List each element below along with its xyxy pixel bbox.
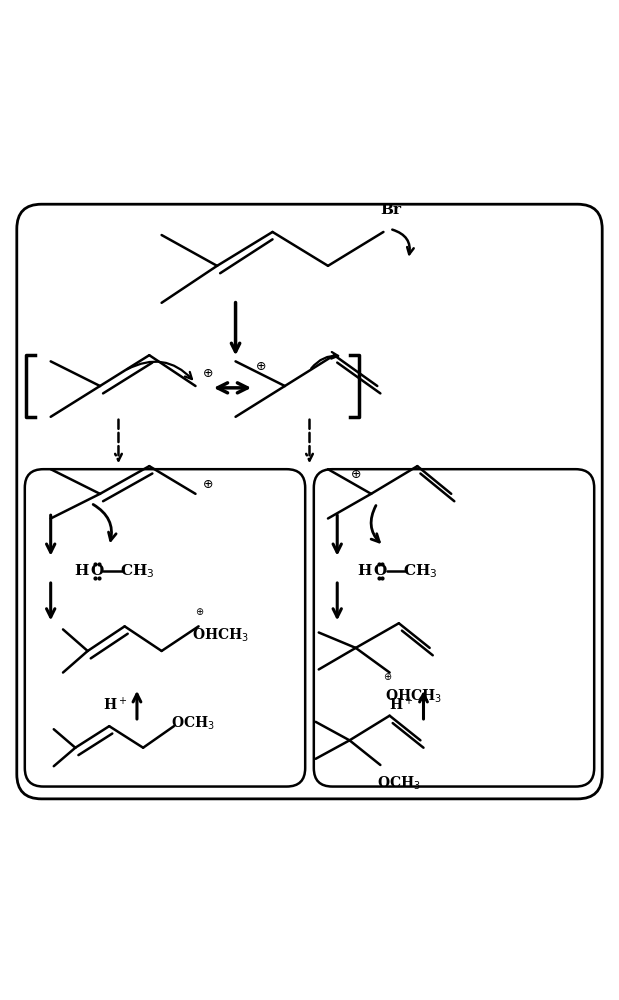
Text: CH$_3$: CH$_3$ — [403, 562, 438, 580]
Text: $\oplus$: $\oplus$ — [202, 367, 213, 380]
Text: H$^+$: H$^+$ — [103, 696, 128, 713]
Text: OHCH$_3$: OHCH$_3$ — [193, 627, 249, 644]
Text: OCH$_3$: OCH$_3$ — [378, 774, 421, 792]
Text: $\oplus$: $\oplus$ — [202, 478, 213, 491]
Text: O: O — [90, 564, 103, 578]
Text: H: H — [358, 564, 372, 578]
Text: Br: Br — [380, 203, 401, 217]
Text: H$^+$: H$^+$ — [389, 696, 413, 713]
Text: $\oplus$: $\oplus$ — [350, 468, 361, 481]
Text: OCH$_3$: OCH$_3$ — [171, 714, 215, 732]
Text: $\oplus$: $\oplus$ — [383, 671, 392, 682]
Text: $\oplus$: $\oplus$ — [254, 360, 266, 373]
Text: O: O — [374, 564, 387, 578]
Text: H: H — [74, 564, 89, 578]
Text: $\oplus$: $\oplus$ — [196, 606, 205, 617]
Text: CH$_3$: CH$_3$ — [119, 562, 154, 580]
Text: OHCH$_3$: OHCH$_3$ — [385, 688, 442, 705]
